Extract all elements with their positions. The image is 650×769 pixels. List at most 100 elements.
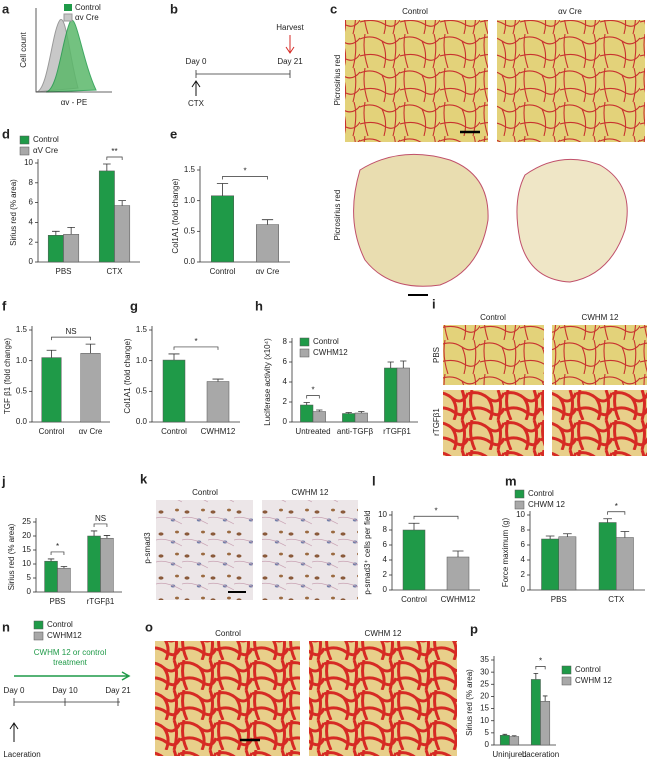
bar xyxy=(541,538,559,591)
x-tick-label: Control xyxy=(161,427,187,436)
annotation: NS xyxy=(65,327,76,336)
bar xyxy=(530,679,541,746)
legend-label: αv Cre xyxy=(75,13,99,22)
bar xyxy=(44,560,58,593)
micrograph xyxy=(552,390,647,456)
y-tick-label: 1.0 xyxy=(16,356,28,365)
error-bar xyxy=(67,226,75,235)
error-bar xyxy=(168,353,180,361)
annotation: * xyxy=(615,502,618,511)
y-tick-label: 0.0 xyxy=(184,257,196,266)
legend-label: Control xyxy=(47,620,73,629)
legend-label: Control xyxy=(75,3,101,12)
y-tick-label: 0.0 xyxy=(136,417,148,426)
y-tick-label: 25 xyxy=(480,679,489,688)
bar xyxy=(598,522,617,591)
micrograph xyxy=(345,20,488,142)
micrograph xyxy=(309,641,457,756)
panel-i: i Control CWHM 12 PBS rTGFβ1 xyxy=(432,296,647,456)
y-tick-label: 0 xyxy=(521,585,526,594)
legend-label: CWHM 12 xyxy=(575,676,612,685)
y-tick-label: 10 xyxy=(516,510,525,519)
y-tick-label: 1.0 xyxy=(136,356,148,365)
bar xyxy=(540,701,551,746)
y-tick-label: 4 xyxy=(521,555,526,564)
y-tick-label: 0 xyxy=(29,257,34,266)
significance-bracket xyxy=(306,395,320,399)
y-axis-label: Sirius red (% area) xyxy=(9,179,18,246)
y-axis-label: Cell count xyxy=(19,31,28,67)
row-label: Picrosirius red xyxy=(333,190,342,241)
column-label: CWHM 12 xyxy=(292,488,329,497)
x-tick-label: CWHM12 xyxy=(201,427,236,436)
day-label: Day 10 xyxy=(52,686,78,695)
annotation: ** xyxy=(111,147,117,156)
error-bar xyxy=(603,518,612,523)
significance-bracket xyxy=(173,346,219,350)
panel-label: m xyxy=(505,473,517,488)
annotation: * xyxy=(434,506,437,515)
x-tick-label: Control xyxy=(210,267,236,276)
bar xyxy=(342,413,356,423)
x-tick-label: CTX xyxy=(107,267,124,276)
legend-label: CWHM12 xyxy=(47,631,82,640)
x-tick-label: Untreated xyxy=(295,427,330,436)
bar xyxy=(396,367,410,423)
timeline xyxy=(195,70,291,78)
y-tick-label: 0 xyxy=(27,587,32,596)
error-bar xyxy=(400,360,407,368)
legend-swatch xyxy=(19,135,30,145)
bar xyxy=(312,411,326,423)
error-bar xyxy=(46,349,57,358)
bar xyxy=(206,381,230,423)
y-tick-label: 0.0 xyxy=(16,417,28,426)
bar xyxy=(616,537,634,591)
day-label: Day 0 xyxy=(186,57,207,66)
y-axis-label: Col1A1 (fold change) xyxy=(171,178,180,253)
y-tick-label: 10 xyxy=(22,559,31,568)
y-tick-label: 2 xyxy=(283,397,288,406)
panel-label: p xyxy=(470,621,478,636)
y-tick-label: 8 xyxy=(521,525,526,534)
panel-label: a xyxy=(2,1,10,16)
y-tick-label: 5 xyxy=(27,573,32,582)
day-label: Day 21 xyxy=(105,686,131,695)
micrograph xyxy=(443,390,544,456)
error-bar xyxy=(545,535,555,539)
error-bar xyxy=(103,535,111,539)
legend-swatch xyxy=(561,665,572,675)
column-label: CWHM 12 xyxy=(365,629,402,638)
row-label: Picrosirius red xyxy=(333,55,342,106)
bar xyxy=(211,195,234,263)
legend-swatch xyxy=(514,500,525,510)
x-tick-label: CWHM12 xyxy=(441,595,476,604)
bar xyxy=(114,205,131,263)
column-label: Control xyxy=(480,313,506,322)
y-tick-label: 6 xyxy=(283,357,288,366)
panel-label: c xyxy=(330,1,337,16)
panel-label: f xyxy=(2,298,7,313)
bar xyxy=(57,567,71,593)
y-tick-label: 2 xyxy=(521,570,526,579)
legend-label: Control xyxy=(575,665,601,674)
error-bar xyxy=(452,550,464,557)
error-bar xyxy=(316,409,323,412)
x-axis-label: αv - PE xyxy=(61,98,87,107)
panel-label: g xyxy=(130,298,138,313)
legend-swatch xyxy=(19,146,30,156)
error-bar xyxy=(542,695,548,702)
y-tick-label: 15 xyxy=(22,545,31,554)
y-tick-label: 35 xyxy=(480,655,489,664)
annotation: * xyxy=(194,337,197,346)
bar xyxy=(80,353,101,423)
panel-n: n CWHM 12 or control treatment Day 0 Day… xyxy=(2,619,131,759)
y-tick-label: 0 xyxy=(283,417,288,426)
error-bar xyxy=(387,361,394,368)
y-tick-label: 10 xyxy=(24,158,33,167)
x-tick-label: αv Cre xyxy=(256,267,280,276)
y-tick-label: 15 xyxy=(480,704,489,713)
x-tick-label: αv Cre xyxy=(79,427,103,436)
legend-swatch xyxy=(299,348,310,358)
treatment-label: treatment xyxy=(53,658,88,667)
significance-bracket xyxy=(93,523,108,527)
